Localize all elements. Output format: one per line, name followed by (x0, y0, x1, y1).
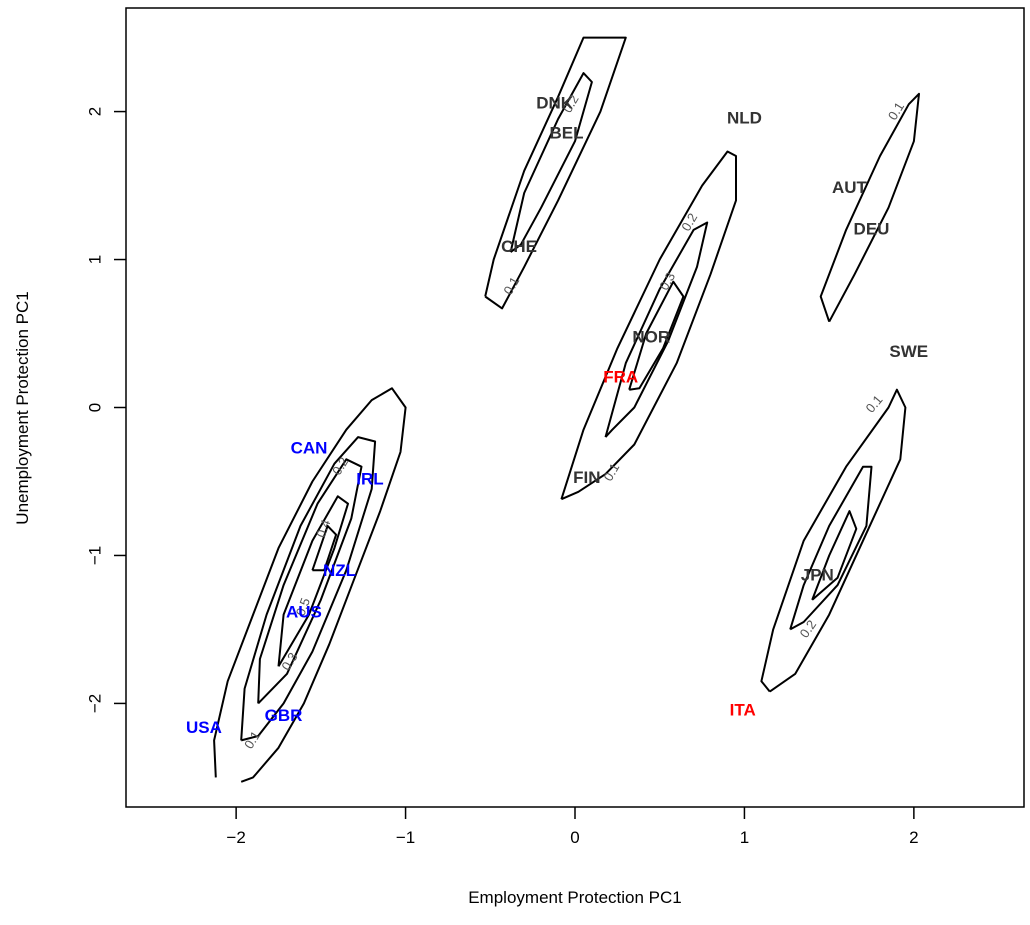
contour-label-1: 0.2 (329, 454, 351, 477)
contour-line-4 (311, 524, 338, 572)
contour-line-6 (509, 72, 593, 253)
contour-label-8: 0.2 (678, 210, 700, 233)
contour-line-9 (628, 280, 685, 391)
point-label-fin: FIN (573, 468, 600, 487)
contour-label-0: 0.1 (241, 728, 263, 751)
point-label-nld: NLD (727, 108, 762, 127)
contour-label-2: 0.4 (313, 517, 333, 539)
contour-line-8 (604, 221, 709, 438)
contour-label-3: 0.5 (293, 596, 313, 618)
point-label-aut: AUT (832, 178, 868, 197)
point-label-can: CAN (291, 438, 328, 457)
point-label-nor: NOR (632, 327, 670, 346)
contour-line-3 (277, 495, 349, 667)
point-label-usa: USA (186, 718, 222, 737)
x-tick-label: −1 (396, 828, 415, 847)
point-label-fra: FRA (603, 367, 638, 386)
point-label-irl: IRL (356, 469, 383, 488)
point-label-dnk: DNK (536, 94, 574, 113)
contour-line-2 (257, 458, 363, 705)
y-axis: −2 −1 0 1 2 (85, 107, 126, 713)
y-tick-label: −1 (85, 546, 104, 565)
contour-line-7 (560, 150, 737, 501)
contour-label-7: 0.1 (600, 460, 622, 483)
point-label-jpn: JPN (801, 566, 834, 585)
x-tick-label: 0 (570, 828, 579, 847)
contour-label-10: 0.1 (885, 99, 907, 122)
y-tick-label: 2 (85, 107, 104, 116)
contour-label-layer: 0.10.20.40.50.30.10.20.10.20.30.10.10.2 (241, 92, 907, 751)
contour-label-11: 0.1 (863, 392, 886, 415)
y-tick-label: 1 (85, 255, 104, 264)
y-tick-label: 0 (85, 403, 104, 412)
point-label-ita: ITA (730, 700, 756, 719)
contour-line-12 (789, 465, 873, 631)
y-tick-label: −2 (85, 694, 104, 713)
x-tick-label: −2 (226, 828, 245, 847)
x-tick-label: 1 (740, 828, 749, 847)
contour-line-10 (819, 92, 920, 323)
point-label-bel: BEL (550, 123, 584, 142)
contour-line-1 (240, 436, 377, 742)
contour-line-0 (213, 387, 407, 783)
contour-line-13 (811, 510, 858, 601)
x-axis: −2 −1 0 1 2 (226, 807, 919, 847)
contour-line-11 (760, 388, 907, 693)
x-axis-title: Employment Protection PC1 (468, 888, 682, 907)
point-label-swe: SWE (889, 342, 928, 361)
x-tick-label: 2 (909, 828, 918, 847)
point-label-che: CHE (501, 237, 537, 256)
country-label-layer: DNK BEL CHE NLD AUT DEU NOR FRA SWE FIN CAN IRL NZL A… (186, 94, 928, 737)
point-label-aus: AUS (286, 603, 322, 622)
point-label-nzl: NZL (323, 561, 356, 580)
y-axis-title: Unemployment Protection PC1 (13, 291, 32, 524)
contour-line-5 (484, 36, 627, 310)
point-label-gbr: GBR (265, 706, 303, 725)
contour-layer (213, 36, 920, 783)
point-label-deu: DEU (854, 219, 890, 238)
